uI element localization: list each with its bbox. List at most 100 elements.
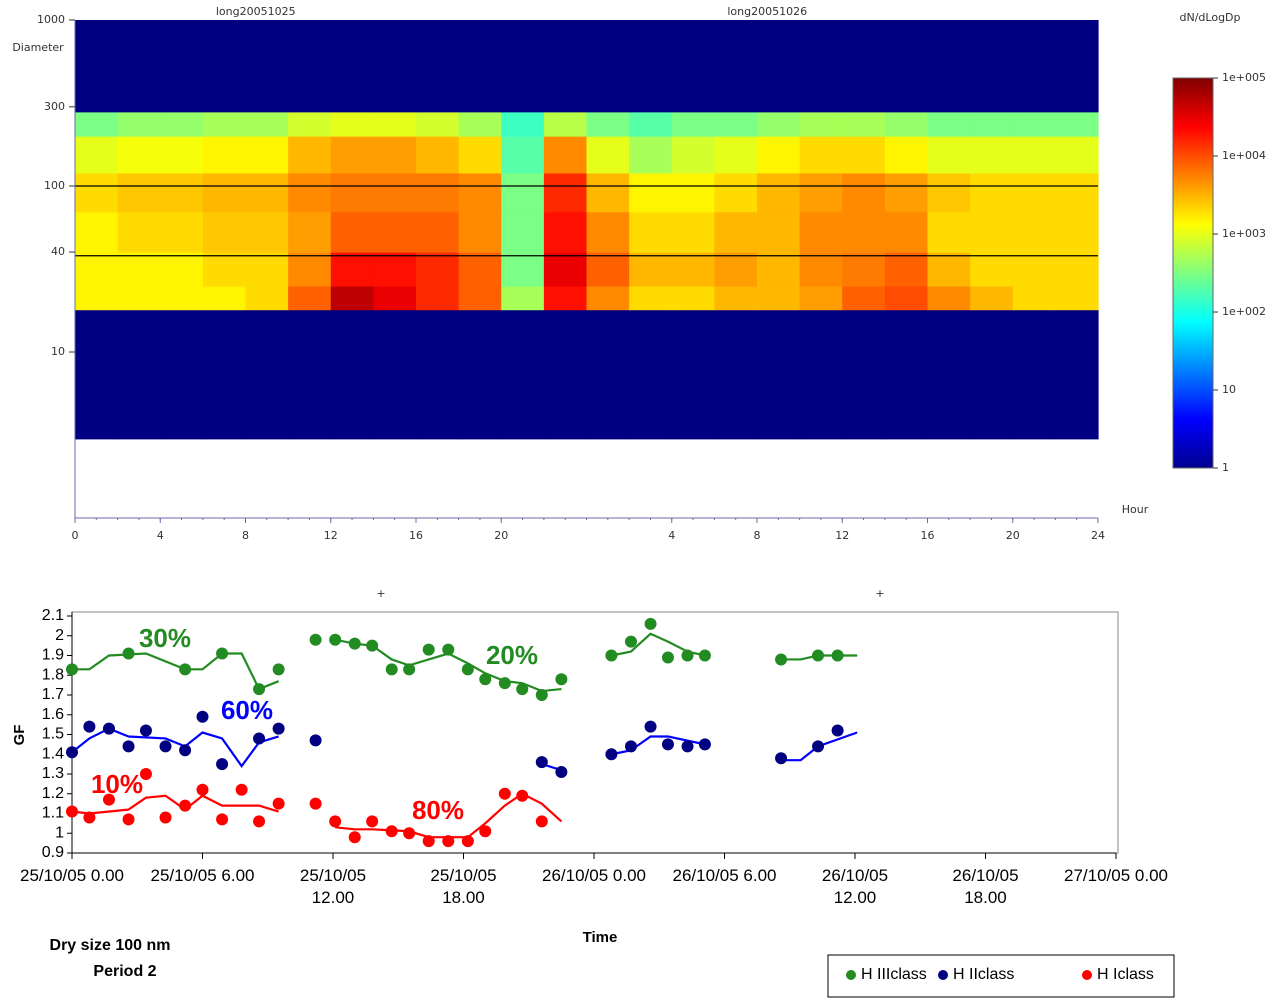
data-point	[661, 738, 674, 751]
data-point	[348, 831, 361, 844]
heat-cell	[501, 285, 545, 311]
heat-cell	[884, 111, 929, 137]
y-tick-label: 300	[44, 100, 65, 113]
data-point	[309, 633, 322, 646]
heat-cell	[288, 136, 332, 174]
heat-cell	[629, 211, 673, 253]
x-tick-label: 16	[921, 529, 935, 542]
data-point	[272, 722, 285, 735]
y-tick-label: 1.7	[42, 686, 64, 703]
data-point	[66, 663, 78, 676]
colorbar-tick-label: 1e+003	[1222, 227, 1266, 240]
heat-cell	[373, 252, 417, 287]
heat-cell	[1055, 252, 1099, 287]
heat-cell	[373, 136, 417, 174]
heat-cell	[671, 309, 715, 440]
heat-cell	[970, 172, 1014, 213]
heat-cell	[416, 211, 460, 253]
y-tick-label: 1	[55, 824, 64, 841]
heat-cell	[543, 136, 588, 174]
colorbar-tick-label: 1e+004	[1222, 149, 1266, 162]
data-point	[812, 740, 825, 753]
heat-cell	[416, 136, 460, 174]
heat-cell	[1055, 111, 1099, 137]
heat-cell	[714, 20, 758, 113]
x-tick-label: 26/10/05 12.00	[821, 866, 889, 907]
legend-marker	[846, 970, 856, 980]
data-point	[516, 789, 529, 802]
data-point	[139, 768, 152, 780]
heat-cell	[927, 172, 971, 213]
x-tick-label: 25/10/05 18.00	[430, 866, 497, 907]
y-axis-label: GF	[11, 725, 28, 746]
heat-cell	[671, 111, 715, 137]
heat-cell	[842, 285, 886, 311]
annotation: 10%	[91, 769, 143, 799]
data-point	[329, 815, 342, 828]
heat-cell	[330, 136, 374, 174]
heat-cell	[927, 252, 971, 287]
heat-cell	[1012, 111, 1056, 137]
data-point	[179, 744, 192, 757]
heat-cell	[543, 211, 588, 253]
heat-cell	[671, 20, 715, 113]
heat-cell	[543, 309, 588, 440]
y-tick-label: 2.1	[42, 607, 64, 624]
trend-line	[71, 727, 279, 768]
y-tick-label: 1.2	[42, 785, 64, 802]
heat-cell	[1012, 309, 1056, 440]
heat-cell	[288, 20, 332, 113]
heat-cell	[458, 111, 502, 137]
heat-cell	[202, 252, 247, 287]
colorbar-label: dN/dLogDp	[1180, 11, 1241, 24]
heat-cell	[1012, 20, 1056, 113]
heat-cell	[288, 172, 332, 213]
legend-marker	[938, 970, 948, 980]
data-point	[831, 649, 844, 662]
data-point	[555, 766, 568, 779]
heat-cell	[629, 172, 673, 213]
heat-cell	[75, 252, 119, 287]
heat-cell	[884, 20, 929, 113]
x-tick-label: 25/10/05 12.00	[299, 866, 367, 907]
data-point	[196, 783, 209, 796]
data-point	[122, 647, 135, 660]
data-point	[366, 639, 379, 652]
heat-cell	[458, 136, 502, 174]
heat-cell	[714, 285, 758, 311]
heat-cell	[501, 211, 545, 253]
heat-cell	[970, 285, 1014, 311]
data-point	[644, 617, 657, 630]
trend-line	[781, 731, 858, 762]
heat-cell	[970, 252, 1014, 287]
heat-cell	[75, 211, 119, 253]
heat-cell	[458, 211, 502, 253]
heat-cell	[1055, 211, 1099, 253]
heat-cell	[714, 111, 758, 137]
heat-cell	[117, 252, 161, 287]
data-point	[624, 740, 637, 753]
heat-cell	[202, 285, 247, 311]
y-tick-label: 1.4	[42, 745, 64, 762]
heat-cell	[1012, 172, 1056, 213]
heat-cell	[586, 136, 630, 174]
heat-cell	[586, 252, 630, 287]
heat-cell	[245, 285, 289, 311]
data-point	[831, 724, 844, 737]
heat-cell	[160, 252, 204, 287]
heat-cell	[117, 20, 161, 113]
x-tick-label: 25/10/05 6.00	[150, 866, 255, 885]
data-point	[516, 683, 529, 696]
heat-cell	[629, 285, 673, 311]
y-tick-label: 1.1	[42, 805, 64, 822]
y-tick-label: 1000	[37, 13, 65, 26]
x-tick-label: 20	[494, 529, 508, 542]
data-point	[159, 811, 172, 824]
heat-cell	[416, 172, 460, 213]
data-point	[498, 677, 511, 690]
data-point	[272, 663, 285, 676]
y-tick-label: 2	[55, 627, 64, 644]
x-tick-label: 26/10/05 18.00	[952, 866, 1019, 907]
heat-cell	[1055, 172, 1099, 213]
